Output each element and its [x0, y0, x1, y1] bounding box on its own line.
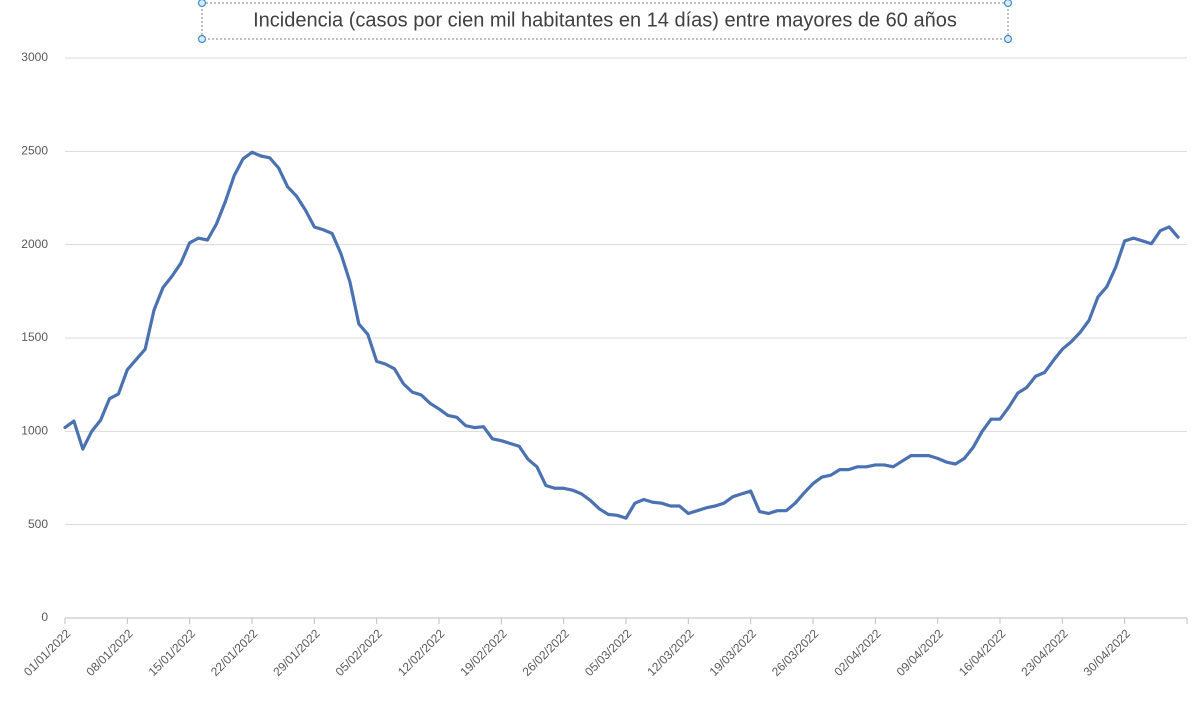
x-tick-label: 26/03/2022	[769, 626, 822, 679]
x-tick-label: 22/01/2022	[208, 626, 261, 679]
selection-handles	[197, 0, 1013, 44]
y-tick-label: 1500	[21, 330, 48, 344]
x-tick-label: 09/04/2022	[894, 626, 947, 679]
title-selection-box	[201, 2, 1009, 40]
y-tick-label: 3000	[21, 50, 48, 64]
y-tick-label: 0	[41, 610, 48, 624]
data-line	[63, 150, 1180, 520]
y-tick-label: 2000	[21, 237, 48, 251]
x-tick-label: 23/04/2022	[1018, 626, 1071, 679]
x-tick-label: 12/02/2022	[395, 626, 448, 679]
x-tick-label: 26/02/2022	[520, 626, 573, 679]
x-tick-label: 02/04/2022	[831, 626, 884, 679]
x-tick-label: 05/02/2022	[333, 626, 386, 679]
x-tick-label: 01/01/2022	[21, 626, 74, 679]
x-tick-label: 05/03/2022	[582, 626, 635, 679]
x-tick-label: 29/01/2022	[270, 626, 323, 679]
x-tick-label: 15/01/2022	[146, 626, 199, 679]
x-tick-label: 30/04/2022	[1081, 626, 1134, 679]
chart-title: Incidencia (casos por cien mil habitante…	[253, 9, 957, 31]
x-tick-label: 19/03/2022	[707, 626, 760, 679]
x-tick-label: 12/03/2022	[644, 626, 697, 679]
y-tick-label: 2500	[21, 144, 48, 158]
y-tick-label: 1000	[21, 424, 48, 438]
x-tick-label: 08/01/2022	[83, 626, 136, 679]
y-tick-label: 500	[28, 517, 48, 531]
x-tick-label: 16/04/2022	[956, 626, 1009, 679]
x-tick-label: 19/02/2022	[457, 626, 510, 679]
